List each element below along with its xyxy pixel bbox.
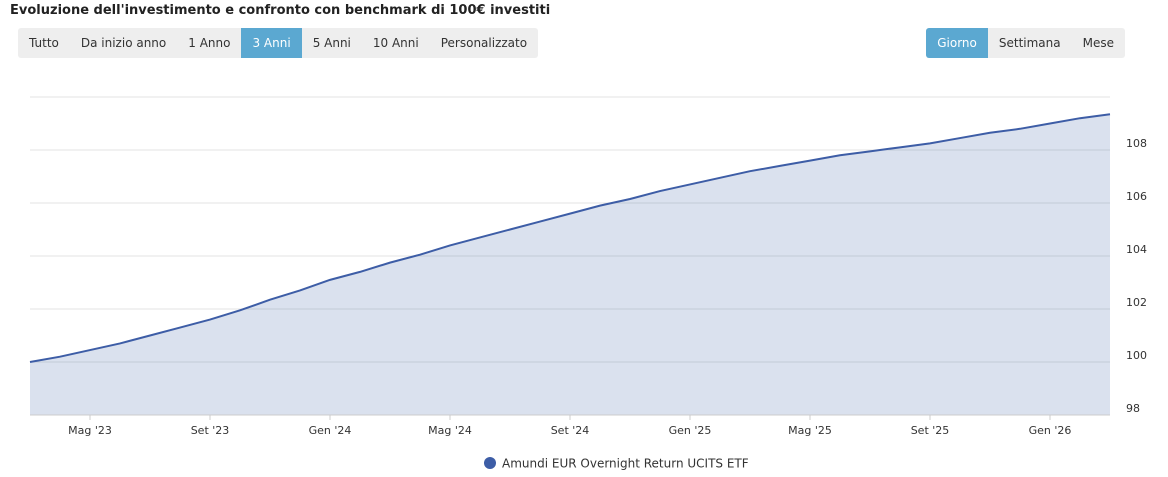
x-tick-label: Mag '25 xyxy=(788,424,832,437)
toggle-button[interactable]: Personalizzato xyxy=(440,36,528,50)
x-tick-label: Gen '25 xyxy=(669,424,712,437)
toggle-button[interactable]: Mese xyxy=(1082,36,1114,50)
area-fill xyxy=(30,114,1110,415)
legend-label: Amundi EUR Overnight Return UCITS ETF xyxy=(502,457,749,471)
toggle-button[interactable]: 5 Anni xyxy=(312,36,351,50)
range-selector: Tutto Da inizio anno 1 Anno 3 Anni 5 Anni 10 … xyxy=(18,28,539,58)
legend-marker xyxy=(484,457,496,469)
toggle-button[interactable]: Settimana xyxy=(998,36,1061,50)
y-tick-label: 102 xyxy=(1126,296,1147,309)
toggle-button[interactable]: 3 Anni xyxy=(241,28,302,58)
toggle-button[interactable]: Da inizio anno xyxy=(80,36,167,50)
x-tick-label: Set '25 xyxy=(911,424,950,437)
y-tick-label: 108 xyxy=(1126,137,1147,150)
y-tick-label: 98 xyxy=(1126,402,1140,415)
chart-title: Evoluzione dell'investimento e confronto… xyxy=(10,3,551,18)
series-line xyxy=(29,113,1111,363)
y-tick-label: 104 xyxy=(1126,243,1147,256)
x-tick-label: Gen '24 xyxy=(309,424,352,437)
toggle-button[interactable]: Giorno xyxy=(926,28,988,58)
toggle-button[interactable]: 10 Anni xyxy=(372,36,419,50)
x-tick-label: Mag '23 xyxy=(68,424,112,437)
interval-selector: Giorno Settimana Mese xyxy=(926,28,1125,58)
x-tick-label: Set '24 xyxy=(551,424,590,437)
toggle-button[interactable]: 1 Anno xyxy=(188,36,231,50)
y-tick-label: 100 xyxy=(1126,349,1147,362)
x-tick-label: Set '23 xyxy=(191,424,230,437)
x-tick-label: Mag '24 xyxy=(428,424,472,437)
toggle-button[interactable]: Tutto xyxy=(29,36,59,50)
y-tick-label: 106 xyxy=(1126,190,1147,203)
x-tick-label: Gen '26 xyxy=(1029,424,1072,437)
